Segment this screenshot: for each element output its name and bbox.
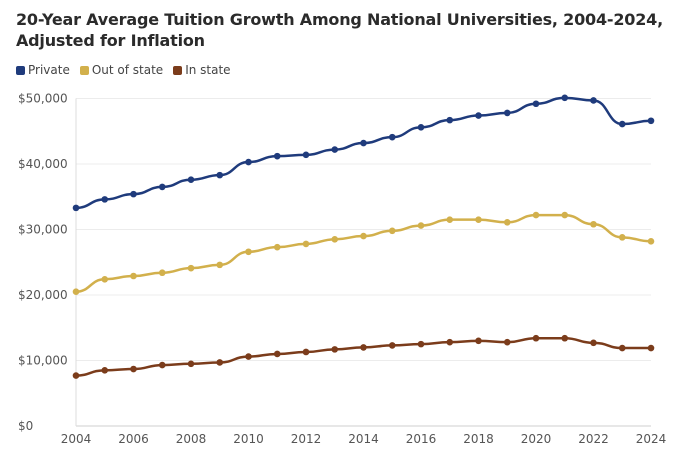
- y-tick-label: $50,000: [18, 92, 68, 106]
- legend-item-out-of-state: Out of state: [79, 63, 164, 77]
- data-point-out-of-state: [532, 211, 540, 219]
- data-point-private: [647, 117, 655, 125]
- x-tick-label: 2006: [118, 432, 149, 446]
- data-point-out-of-state: [187, 264, 195, 272]
- data-point-private: [503, 109, 511, 117]
- data-point-out-of-state: [72, 288, 80, 296]
- x-tick-label: 2010: [233, 432, 264, 446]
- data-point-private: [187, 176, 195, 184]
- data-point-in-state: [647, 344, 655, 352]
- data-point-private: [618, 120, 626, 128]
- data-point-in-state: [360, 344, 367, 351]
- x-tick-label: 2018: [463, 432, 494, 446]
- data-point-out-of-state: [561, 211, 569, 219]
- data-point-in-state: [72, 372, 80, 379]
- chart-title: 20-Year Average Tuition Growth Among Nat…: [16, 10, 663, 50]
- y-tick-label: $40,000: [18, 157, 68, 171]
- data-point-private: [158, 183, 166, 191]
- x-tick-label: 2016: [406, 432, 437, 446]
- series-line-private: [75, 96, 652, 210]
- data-point-in-state: [101, 367, 109, 374]
- data-point-private: [388, 133, 396, 141]
- data-point-in-state: [532, 334, 540, 342]
- data-point-private: [590, 97, 597, 104]
- data-point-in-state: [273, 350, 281, 358]
- data-point-out-of-state: [245, 248, 252, 256]
- legend: Private Out of state In state: [16, 63, 231, 77]
- data-point-in-state: [561, 334, 569, 342]
- data-point-in-state: [618, 344, 626, 352]
- data-point-out-of-state: [331, 236, 339, 243]
- data-point-in-state: [388, 342, 396, 349]
- data-point-private: [130, 190, 137, 198]
- data-point-out-of-state: [158, 269, 166, 277]
- x-tick-label: 2020: [521, 432, 552, 446]
- data-point-out-of-state: [216, 261, 224, 269]
- data-point-in-state: [503, 338, 511, 346]
- x-tick-label: 2004: [61, 432, 92, 446]
- data-point-out-of-state: [302, 240, 310, 248]
- data-point-out-of-state: [388, 227, 396, 235]
- data-point-private: [302, 151, 310, 159]
- data-point-out-of-state: [360, 232, 367, 240]
- data-point-private: [273, 152, 281, 160]
- legend-item-private: Private: [16, 63, 70, 77]
- series-line-in-state: [75, 336, 651, 377]
- y-tick-label: $10,000: [18, 354, 68, 368]
- data-point-in-state: [417, 340, 425, 348]
- data-point-in-state: [130, 365, 137, 373]
- data-point-in-state: [302, 348, 310, 356]
- x-tick-label: 2014: [348, 432, 379, 446]
- legend-label-out-of-state: Out of state: [91, 63, 164, 77]
- data-point-private: [72, 204, 80, 212]
- legend-swatch-in-state: [173, 65, 183, 75]
- y-tick-label: $30,000: [18, 223, 68, 237]
- x-tick-label: 2022: [578, 432, 609, 446]
- data-point-out-of-state: [273, 243, 281, 251]
- data-point-private: [532, 100, 540, 108]
- data-point-private: [216, 171, 224, 179]
- x-tick-label: 2008: [176, 432, 207, 446]
- data-point-private: [331, 146, 339, 153]
- data-point-in-state: [331, 346, 339, 353]
- x-tick-label: 2012: [291, 432, 322, 446]
- x-tick-label: 2024: [636, 432, 667, 446]
- data-point-private: [561, 94, 569, 102]
- data-point-out-of-state: [647, 237, 655, 245]
- legend-label-in-state: In state: [185, 63, 231, 77]
- data-point-out-of-state: [590, 220, 597, 228]
- y-tick-label: $0: [18, 419, 33, 433]
- data-point-in-state: [245, 353, 252, 360]
- data-point-private: [360, 139, 367, 147]
- legend-label-private: Private: [28, 63, 70, 77]
- data-point-private: [446, 116, 454, 124]
- y-tick-label: $20,000: [18, 288, 68, 302]
- data-point-in-state: [446, 338, 454, 346]
- data-point-private: [245, 158, 252, 166]
- data-point-in-state: [475, 337, 482, 345]
- data-point-in-state: [216, 359, 224, 366]
- data-point-out-of-state: [130, 272, 137, 280]
- data-point-private: [101, 196, 109, 203]
- data-point-out-of-state: [446, 216, 454, 223]
- data-point-out-of-state: [618, 234, 626, 241]
- data-point-out-of-state: [101, 275, 109, 283]
- data-point-out-of-state: [475, 216, 482, 223]
- series-line-out-of-state: [75, 213, 652, 293]
- data-point-in-state: [187, 360, 195, 368]
- data-point-in-state: [590, 339, 597, 347]
- legend-swatch-out-of-state: [79, 65, 89, 75]
- legend-swatch-private: [16, 65, 25, 75]
- data-point-private: [475, 112, 482, 119]
- data-point-private: [417, 124, 425, 131]
- legend-item-in-state: In state: [173, 63, 231, 77]
- data-point-out-of-state: [503, 218, 511, 226]
- data-point-out-of-state: [417, 222, 425, 229]
- data-point-in-state: [158, 361, 166, 369]
